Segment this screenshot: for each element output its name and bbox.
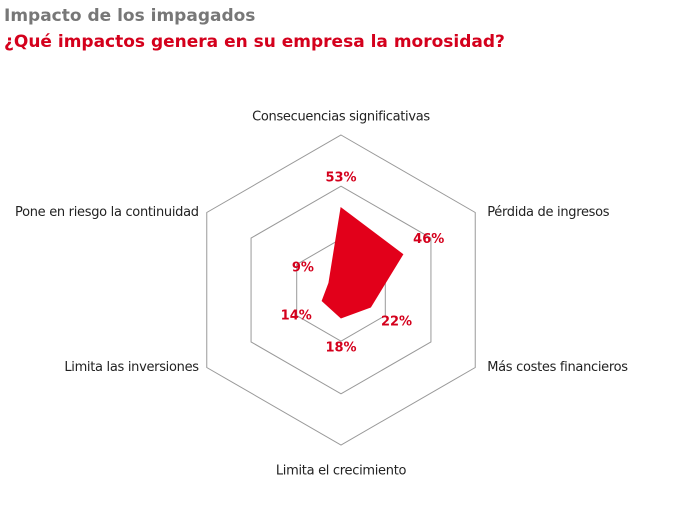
value-label: 9% (292, 261, 314, 276)
radar-area (321, 206, 404, 319)
value-label: 46% (413, 232, 444, 247)
axis-label: Pone en riesgo la continuidad (15, 205, 199, 220)
axis-label: Más costes financieros (487, 360, 628, 375)
chart-subtitle: ¿Qué impactos genera en su empresa la mo… (4, 32, 505, 52)
value-label: 53% (325, 170, 356, 185)
grid-ring (250, 185, 432, 395)
chart-title: Impacto de los impagados (4, 6, 255, 26)
axis-label: Pérdida de ingresos (487, 205, 610, 220)
value-label: 14% (281, 308, 312, 323)
axis-label: Limita el crecimiento (276, 464, 407, 479)
axis-label: Consecuencias significativas (252, 110, 430, 125)
axis-label: Limita las inversiones (64, 360, 199, 375)
grid-ring (206, 134, 476, 446)
value-label: 22% (381, 315, 412, 330)
value-label: 18% (325, 340, 356, 355)
